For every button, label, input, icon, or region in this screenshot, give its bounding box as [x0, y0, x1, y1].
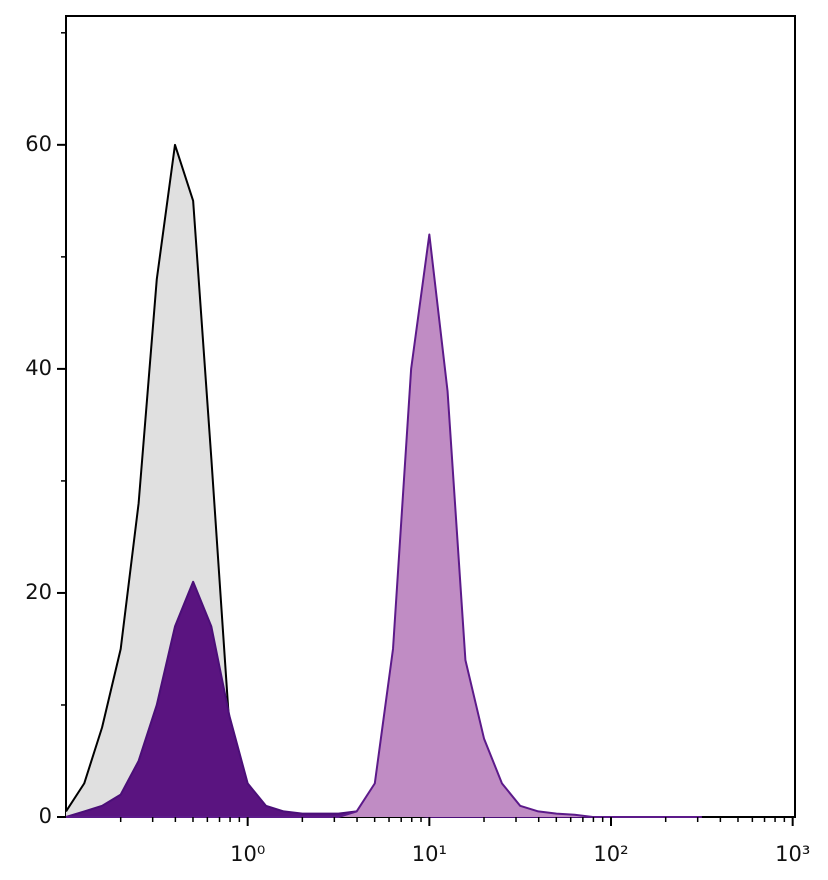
y-tick-label: 40 — [25, 356, 52, 380]
histogram-area — [66, 144, 702, 818]
histogram-area — [66, 581, 702, 817]
y-tick-label: 20 — [25, 580, 52, 604]
x-tick-label: 10¹ — [412, 842, 447, 866]
y-tick-label: 60 — [25, 132, 52, 156]
y-tick-label: 0 — [39, 804, 52, 828]
x-tick-label: 10³ — [775, 842, 810, 866]
x-tick-label: 10² — [593, 842, 628, 866]
histogram-outline — [66, 233, 702, 818]
x-tick-label: 10⁰ — [230, 842, 265, 866]
